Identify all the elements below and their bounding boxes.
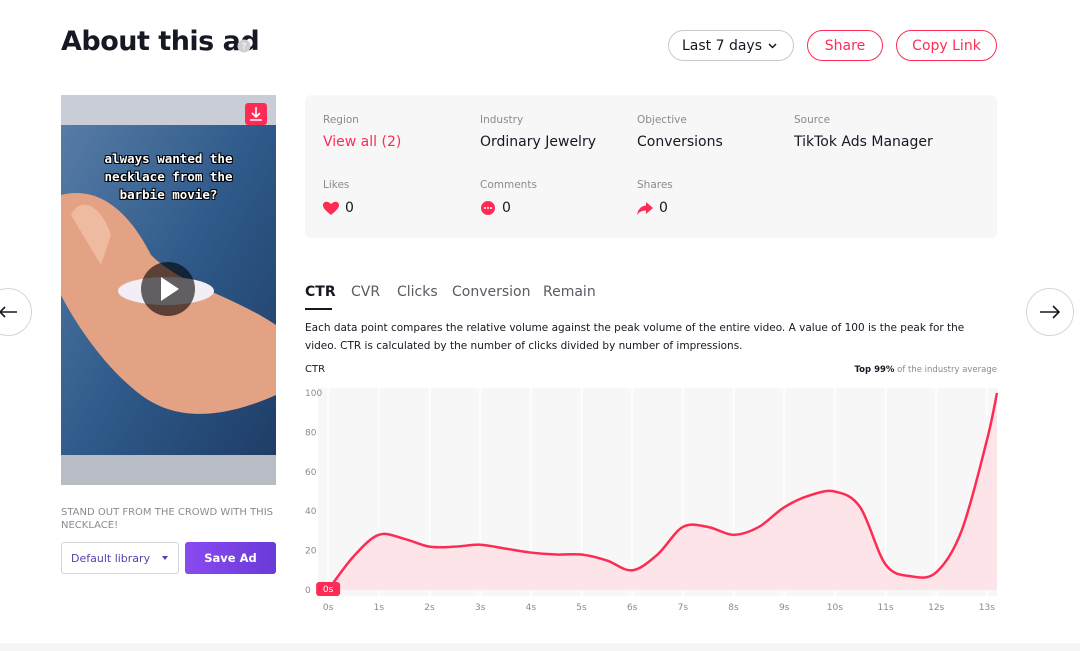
field-value[interactable]: View all (2) xyxy=(323,134,402,150)
line xyxy=(327,392,999,591)
date-range-label: Last 7 days xyxy=(681,37,762,54)
note-strong: Top 99% xyxy=(854,365,895,375)
x-tick-label: 5s xyxy=(576,603,587,613)
metric-value: 0 xyxy=(502,200,511,216)
tab-underline xyxy=(305,308,332,310)
library-label: Default library xyxy=(71,551,151,565)
x-tick-label: 6s xyxy=(627,603,638,613)
copy-link-button[interactable]: Copy Link xyxy=(896,30,997,61)
x-tick-label: 11s xyxy=(877,603,893,613)
y-tick-label: 100 xyxy=(305,389,322,399)
footer-strip xyxy=(0,643,1080,651)
next-button[interactable] xyxy=(1025,288,1075,338)
field-label: Source xyxy=(794,114,831,126)
tab[interactable]: Clicks xyxy=(397,284,438,300)
share-button[interactable]: Share xyxy=(807,30,883,61)
metric-value: 0 xyxy=(659,200,668,216)
metric-label: Likes xyxy=(323,179,350,191)
copy-link-label: Copy Link xyxy=(912,37,981,54)
caret-icon xyxy=(162,556,169,560)
field-value: TikTok Ads Manager xyxy=(794,134,933,150)
field-label: Region xyxy=(323,114,359,126)
tab[interactable]: CVR xyxy=(351,284,381,300)
x-tick-label: 8s xyxy=(728,603,739,613)
industry-note: Top 99% of the industry average xyxy=(855,365,997,375)
x-tick-label: 13s xyxy=(979,603,995,613)
ad-description: STAND OUT FROM THE CROWD WITH THIS NECKL… xyxy=(61,507,273,531)
time-marker-label: 0s xyxy=(323,585,334,595)
y-tick-label: 80 xyxy=(305,428,317,438)
note-text: of the industry average xyxy=(897,365,997,375)
x-tick-label: 9s xyxy=(779,603,790,613)
comment-icon xyxy=(481,201,495,215)
x-tick-label: 7s xyxy=(678,603,689,613)
metric-label: Comments xyxy=(480,179,537,191)
y-tick-label: 60 xyxy=(305,468,317,478)
metric-value: 0 xyxy=(345,200,354,216)
library-select[interactable]: Default library xyxy=(61,542,179,574)
share-label: Share xyxy=(824,37,866,54)
share-icon xyxy=(637,202,653,215)
x-tick-label: 0s xyxy=(323,603,334,613)
tab[interactable]: Conversion xyxy=(452,284,531,300)
svg-text:?: ? xyxy=(242,43,247,53)
x-tick-label: 12s xyxy=(928,603,944,613)
help-icon[interactable]: ? xyxy=(237,39,251,53)
field-value: Ordinary Jewelry xyxy=(480,134,596,150)
time-marker xyxy=(316,582,341,596)
page-title: About this ad xyxy=(61,26,260,57)
y-axis-title: CTR xyxy=(305,364,326,375)
field-label: Industry xyxy=(480,114,524,126)
x-tick-label: 2s xyxy=(424,603,435,613)
save-ad-button[interactable]: Save Ad xyxy=(185,542,276,574)
like-icon xyxy=(323,201,339,215)
x-tick-label: 1s xyxy=(374,603,385,613)
x-tick-label: 4s xyxy=(526,603,537,613)
video-thumbnail[interactable] xyxy=(61,95,276,485)
field-value: Conversions xyxy=(637,134,723,150)
caret-icon xyxy=(768,42,777,49)
video-caption: always wanted the necklace from the barb… xyxy=(104,151,233,202)
tab-active[interactable]: CTR xyxy=(305,284,336,300)
field-label: Objective xyxy=(637,114,687,126)
x-tick-label: 10s xyxy=(827,603,843,613)
chart-description: Each data point compares the relative vo… xyxy=(305,322,965,352)
y-tick-label: 40 xyxy=(305,507,317,517)
prev-button[interactable] xyxy=(0,288,34,336)
date-range-select[interactable]: Last 7 days xyxy=(668,30,794,61)
area-fill xyxy=(328,393,997,590)
y-tick-label: 20 xyxy=(305,547,317,557)
x-tick-label: 3s xyxy=(475,603,486,613)
save-ad-label: Save Ad xyxy=(204,551,257,565)
tab[interactable]: Remain xyxy=(543,284,596,300)
metric-label: Shares xyxy=(637,179,673,191)
info-card: Region View all (2) Industry Ordinary Je… xyxy=(305,95,997,238)
y-tick-label: 0 xyxy=(305,586,311,596)
